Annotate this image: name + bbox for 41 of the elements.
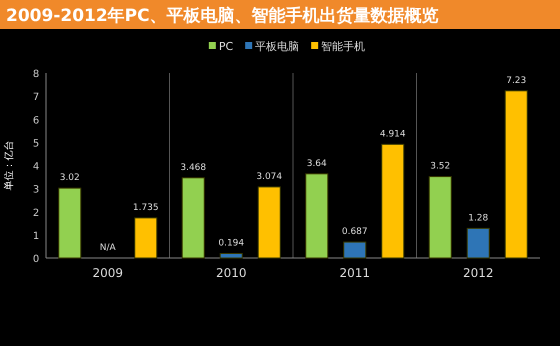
y-tick-label: 4 [32, 162, 40, 172]
y-tick-label: 3 [32, 184, 40, 196]
y-tick-label: 8 [32, 69, 40, 80]
chart-title: 2009-2012年PC、平板电脑、智能手机出货量数据概览 [6, 6, 439, 26]
bar [220, 253, 243, 258]
y-tick-label: 1 [32, 230, 40, 242]
data-label: 3.074 [256, 172, 282, 182]
y-tick-label: 7 [32, 92, 40, 104]
data-label: 4.914 [380, 129, 406, 140]
x-tick-label: 2009 [92, 266, 124, 280]
bar [343, 242, 366, 258]
data-label: 1.28 [468, 213, 489, 224]
text: N/A [100, 243, 116, 253]
y-tick-label: 6 [32, 115, 40, 126]
data-label: 3.468 [180, 162, 206, 173]
data-label: 3.02 [60, 173, 80, 184]
bar [305, 173, 328, 258]
y-tick-label: 0 [32, 254, 40, 265]
y-axis-title: 单位：亿台 [3, 140, 15, 190]
data-label: 3.64 [306, 158, 328, 169]
x-tick-label: 2011 [339, 266, 370, 280]
y-tick-label: 5 [32, 138, 40, 150]
bar [466, 228, 490, 258]
data-label: 1.735 [132, 202, 159, 213]
legend-label: PC [218, 40, 234, 53]
bar [504, 90, 528, 258]
bar [58, 188, 82, 258]
data-label: 0.194 [218, 238, 244, 249]
bar [381, 144, 404, 258]
bar [428, 176, 452, 258]
x-tick-label: 2012 [462, 266, 494, 280]
legend-label: 平板电脑 [255, 40, 300, 53]
data-label: 7.23 [506, 76, 526, 86]
bar [182, 177, 205, 258]
bar [258, 186, 281, 258]
y-tick-label: 2 [32, 208, 40, 219]
data-label: 3.52 [430, 162, 450, 172]
data-label: 0.687 [342, 227, 368, 238]
bar [134, 217, 158, 258]
legend-label: 智能手机 [321, 40, 366, 53]
x-tick-label: 2010 [216, 266, 247, 280]
